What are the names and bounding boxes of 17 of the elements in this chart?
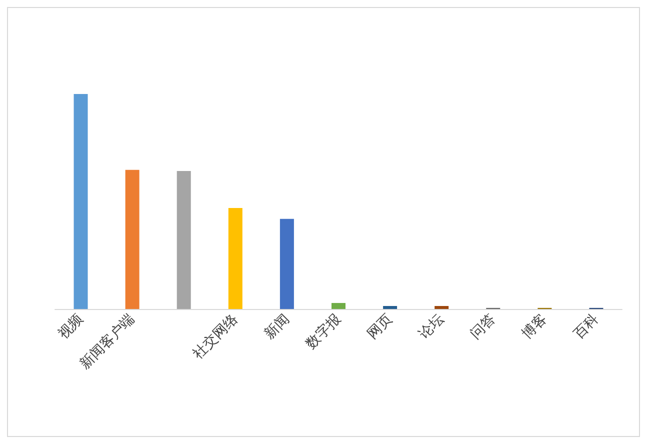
x-tick-label: 视频 bbox=[55, 311, 86, 342]
bar bbox=[280, 218, 294, 309]
x-tick-label: 论坛 bbox=[416, 311, 448, 342]
bar bbox=[332, 302, 346, 309]
bar bbox=[176, 170, 191, 309]
bar bbox=[228, 208, 242, 309]
x-tick-label: 网页 bbox=[364, 311, 396, 342]
x-tick-label: 百科 bbox=[570, 311, 602, 342]
bar bbox=[434, 306, 449, 309]
x-tick-label: 新闻 bbox=[262, 311, 293, 342]
bar bbox=[125, 170, 140, 309]
x-tick-label: 社交网络 bbox=[190, 311, 242, 362]
bar bbox=[383, 306, 398, 309]
x-tick-label: 数字报 bbox=[303, 311, 344, 352]
bar bbox=[74, 94, 88, 309]
x-tick-label: 问答 bbox=[468, 311, 499, 342]
x-tick-label: 博客 bbox=[519, 311, 550, 342]
